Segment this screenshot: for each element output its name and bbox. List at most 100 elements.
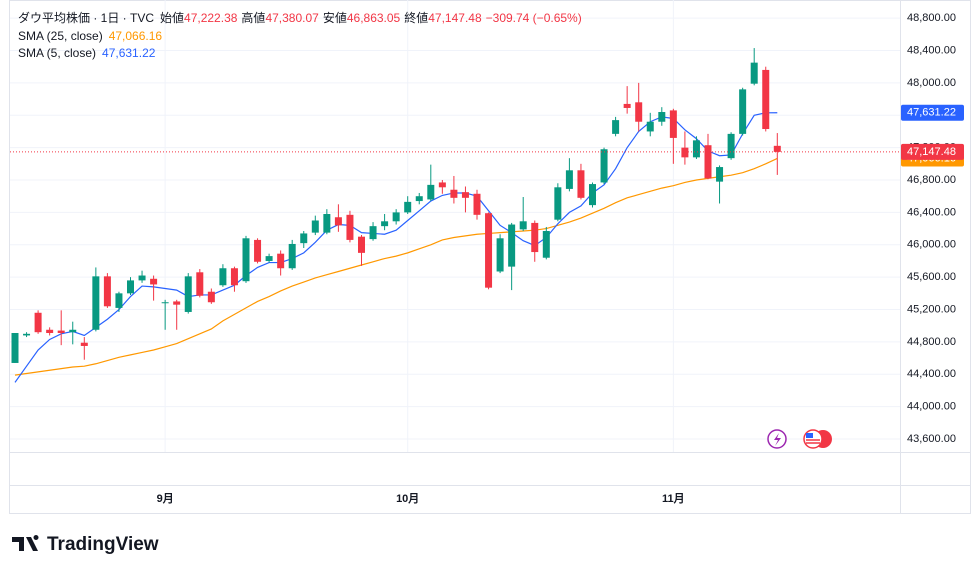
candle-body <box>727 133 735 159</box>
candle-body <box>739 89 747 134</box>
candle-body <box>577 170 585 198</box>
y-tick-label: 46,400.00 <box>907 206 956 218</box>
y-tick-label: 45,200.00 <box>907 303 956 315</box>
y-tick-label: 46,800.00 <box>907 174 956 186</box>
candle-body <box>161 302 169 304</box>
candle-body <box>127 280 134 294</box>
candle-body <box>461 192 469 198</box>
candle-body <box>542 231 550 258</box>
candle-body <box>103 276 111 307</box>
candle-body <box>57 330 65 334</box>
y-tick-label: 44,800.00 <box>907 336 956 348</box>
candle-body <box>358 236 365 253</box>
candle-body <box>381 221 389 227</box>
candle-body <box>415 196 423 202</box>
candle-body <box>600 149 608 183</box>
candle-body <box>473 193 481 215</box>
ohlc-value: 47,380.07 <box>265 11 319 25</box>
candle-body <box>508 224 516 267</box>
candle-body <box>254 239 262 262</box>
candle-body <box>92 276 100 330</box>
y-tick-label: 48,000.00 <box>907 77 956 89</box>
logo: TradingView <box>12 534 159 555</box>
price-badge <box>901 143 964 160</box>
legend-name: SMA (25, close) <box>18 29 103 43</box>
candle-body <box>704 145 712 179</box>
legend-name: SMA (5, close) <box>18 46 96 60</box>
x-tick-label: 10月 <box>396 492 419 505</box>
candle-body <box>692 140 700 158</box>
price-badge <box>901 104 964 121</box>
candle-body <box>242 238 250 282</box>
ohlc-label: 高値 <box>241 10 265 25</box>
candle-body <box>265 256 273 261</box>
candle-body <box>288 243 296 269</box>
candle-body <box>346 214 354 240</box>
candle-body <box>623 103 631 108</box>
price-badge-label: 47,631.22 <box>907 107 956 119</box>
candle-body <box>485 213 493 288</box>
candle-body <box>196 272 204 296</box>
candle-body <box>311 220 319 233</box>
flag-icon[interactable] <box>803 429 823 449</box>
candle-body <box>300 233 308 244</box>
legend: SMA (25, close) 47,066.16 SMA (5, close) 47… <box>18 29 162 60</box>
candle-body <box>427 184 435 200</box>
candle-body <box>554 187 562 220</box>
brand: TradingView <box>47 534 159 555</box>
candle-body <box>138 275 146 281</box>
plot <box>10 48 900 383</box>
change: −309.74 (−0.65%) <box>486 11 582 25</box>
y-tick-label: 48,400.00 <box>907 44 956 56</box>
axis: 43,600.00 44,000.00 44,400.00 44,800.00 45,2… <box>157 12 964 505</box>
candle-body <box>681 147 689 158</box>
ohlc: 始値47,222.38 高値47,380.07 安値46,863.05 終値47,14… <box>160 10 482 25</box>
candle-body <box>369 226 377 240</box>
candle-body <box>589 184 596 206</box>
y-tick-label: 44,400.00 <box>907 368 956 380</box>
candle-body <box>207 291 215 303</box>
candle-body <box>69 329 77 333</box>
candle-body <box>115 293 123 308</box>
candle-body <box>496 238 504 272</box>
ohlc-label: 始値 <box>160 10 184 25</box>
flag-canton <box>806 433 813 438</box>
chart-title: ダウ平均株価 · 1日 · TVC <box>18 10 154 25</box>
candle-body <box>635 102 643 122</box>
x-tick-label: 9月 <box>157 492 174 505</box>
bolt <box>774 433 781 446</box>
y-tick-label: 43,600.00 <box>907 433 956 445</box>
candle-body <box>773 145 781 152</box>
x-tick-label: 11月 <box>662 492 685 505</box>
candle-body <box>519 221 527 230</box>
candle-body <box>646 121 654 132</box>
y-tick-label: 48,800.00 <box>907 12 956 24</box>
candle-body <box>323 214 331 233</box>
candle-body <box>23 333 31 336</box>
candle-body <box>750 62 758 84</box>
candle-body <box>34 312 42 333</box>
ohlc-label: 終値 <box>404 10 428 25</box>
ohlc-value: 46,863.05 <box>347 11 401 25</box>
sma-line <box>14 157 778 376</box>
candle-body <box>184 276 192 312</box>
candle-body <box>438 182 446 188</box>
candle-body <box>46 329 54 334</box>
legend-value: 47,066.16 <box>109 29 163 43</box>
candle-body <box>716 167 724 182</box>
ohlc-value: 47,222.38 <box>184 11 238 25</box>
candle-body <box>450 189 458 198</box>
header: ダウ平均株価 · 1日 · TVC 始値47,222.38 高値47,380.07 安… <box>18 10 582 25</box>
candle-body <box>531 222 539 253</box>
chart-frame <box>9 0 971 514</box>
candle-body <box>11 333 19 363</box>
candle-body <box>277 253 285 269</box>
candle-body <box>392 212 400 222</box>
legend-entry: SMA (25, close) 47,066.16 <box>18 29 162 43</box>
y-tick-label: 46,000.00 <box>907 239 956 251</box>
candle-body <box>658 112 666 122</box>
candle-body <box>612 120 620 134</box>
candle-body <box>669 110 677 138</box>
grid <box>10 0 900 452</box>
candle-body <box>150 278 158 285</box>
